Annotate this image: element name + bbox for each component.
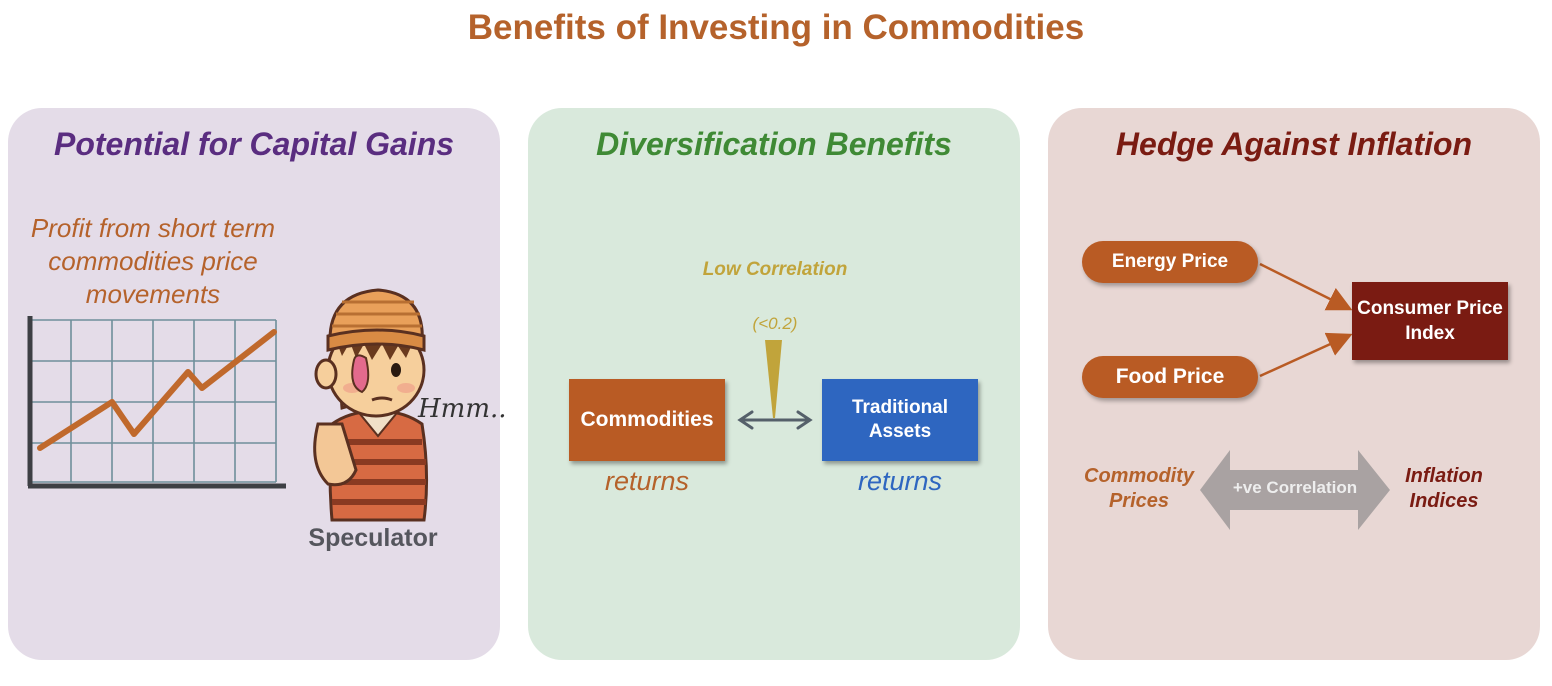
energy-price-node: Energy Price xyxy=(1082,241,1258,283)
speculator-character-icon xyxy=(313,288,429,522)
food-price-node: Food Price xyxy=(1082,356,1258,398)
commodities-box: Commodities xyxy=(569,379,725,461)
profit-description: Profit from short term commodities price… xyxy=(30,213,276,309)
page-title: Benefits of Investing in Commodities xyxy=(467,8,1085,47)
big-double-arrow-icon xyxy=(1200,450,1390,530)
speculator-label: Speculator xyxy=(308,524,438,552)
correlation-wedge-icon xyxy=(765,340,782,418)
arrow-icon xyxy=(1259,332,1353,378)
capital-gains-title: Potential for Capital Gains xyxy=(53,126,455,162)
low-correlation-label: Low Correlation xyxy=(702,259,848,280)
diversification-graphics xyxy=(737,340,813,430)
inflation-graphics xyxy=(1200,262,1390,530)
traditional-assets-box: Traditional Assets xyxy=(822,379,978,461)
cpi-box: Consumer Price Index xyxy=(1352,282,1508,360)
inflation-hedge-panel: Hedge Against Inflation Energy Price Foo… xyxy=(1048,108,1540,660)
diversification-title: Diversification Benefits xyxy=(596,126,952,162)
traditional-returns-label: returns xyxy=(857,466,943,496)
capital-gains-panel: Potential for Capital Gains Profit from … xyxy=(8,108,507,660)
arrow-icon xyxy=(1259,262,1353,311)
inflation-indices-label: Inflation Indices xyxy=(1405,465,1483,512)
correlation-value: (<0.2) xyxy=(752,314,798,333)
commodities-returns-label: returns xyxy=(604,466,690,496)
double-arrow-icon xyxy=(737,410,813,430)
commodity-prices-label: Commodity Prices xyxy=(1084,465,1194,512)
diversification-panel: Diversification Benefits Low Correlation… xyxy=(528,108,1020,660)
thought-text: Hmm.. xyxy=(418,394,507,424)
line-chart-icon xyxy=(27,316,286,489)
positive-correlation-label: +ve Correlation xyxy=(1232,478,1358,497)
inflation-hedge-title: Hedge Against Inflation xyxy=(1115,126,1473,162)
